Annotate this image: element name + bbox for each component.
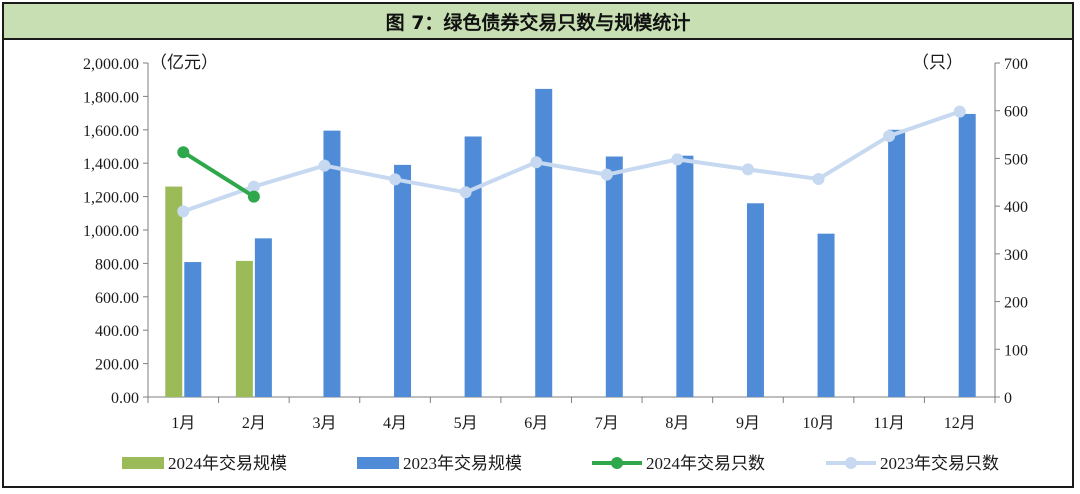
- x-axis-tick-label: 12月: [944, 415, 976, 432]
- right-axis-tick-label: 400: [1004, 199, 1028, 216]
- series-2023-count-point: [600, 168, 613, 181]
- series-2023-count-line: [182, 109, 961, 214]
- legend-label-2024-scale: 2024年交易规模: [168, 454, 287, 473]
- legend-swatch-2024-scale: [122, 457, 164, 469]
- left-axis-tick-label: 800.00: [95, 256, 139, 273]
- bar-2023-scale: [888, 129, 906, 398]
- left-axis-tick-label: 600.00: [95, 290, 139, 307]
- bar-2023-scale: [535, 88, 553, 397]
- bar-2023-scale: [676, 155, 694, 397]
- bar-2023-scale: [958, 113, 976, 397]
- x-axis-tick-label: 6月: [524, 415, 548, 432]
- bar-2023-scale: [323, 130, 341, 397]
- series-2023-count-point: [741, 163, 754, 176]
- right-axis-tick-label: 0: [1004, 390, 1012, 407]
- legend-label-2024-count: 2024年交易只数: [646, 454, 765, 473]
- series-2023-count-point: [953, 105, 966, 118]
- bar-2023-scale: [394, 164, 412, 397]
- x-axis-tick-label: 9月: [736, 415, 760, 432]
- legend-marker-2024-count: [611, 457, 623, 469]
- right-axis-tick-label: 600: [1004, 104, 1028, 121]
- x-axis-tick-label: 10月: [803, 415, 835, 432]
- x-axis-tick-label: 3月: [312, 415, 336, 432]
- series-2023-count-point: [247, 180, 260, 193]
- title-bar: 图 7：绿色债券交易只数与规模统计: [4, 4, 1072, 40]
- bar-2023-scale: [254, 238, 272, 397]
- legend-swatch-2023-scale: [357, 457, 399, 469]
- left-axis-tick-label: 400.00: [95, 323, 139, 340]
- x-axis-tick-label: 11月: [873, 415, 904, 432]
- series-2023-count-point: [883, 130, 896, 143]
- series-2024-count-line: [182, 150, 255, 199]
- right-axis-tick-label: 200: [1004, 295, 1028, 312]
- series-2023-count-point: [177, 205, 190, 218]
- legend-label-2023-count: 2023年交易只数: [880, 454, 999, 473]
- left-axis-tick-label: 1,000.00: [83, 223, 139, 240]
- bar-2023-scale: [464, 136, 482, 398]
- right-axis-tick-label: 300: [1004, 247, 1028, 264]
- x-axis-tick-label: 4月: [383, 415, 407, 432]
- right-axis-unit: （只）: [912, 53, 963, 73]
- right-axis-tick-label: 500: [1004, 151, 1028, 168]
- series-2023-count-point: [389, 173, 402, 186]
- series-2023-count-point: [318, 159, 331, 172]
- legend-marker-2023-count: [845, 457, 857, 469]
- left-axis-tick-label: 1,400.00: [83, 156, 139, 173]
- left-axis-tick-label: 1,200.00: [83, 190, 139, 207]
- series-2023-count-point: [459, 186, 472, 199]
- series-2023-count-point: [812, 172, 825, 185]
- series-2024-count-point: [177, 146, 190, 159]
- series-2024-count-point: [247, 190, 260, 203]
- left-axis-tick-label: 1,600.00: [83, 123, 139, 140]
- series-2023-count-point: [671, 153, 684, 166]
- bar-2023-scale: [184, 262, 202, 397]
- left-axis-tick-label: 200.00: [95, 357, 139, 374]
- bar-2023-scale: [817, 233, 835, 397]
- bar-2024-scale: [165, 186, 183, 397]
- left-axis-unit: （亿元）: [150, 53, 218, 73]
- chart-title: 图 7：绿色债券交易只数与规模统计: [385, 11, 691, 34]
- left-axis-tick-label: 2,000.00: [83, 56, 139, 73]
- x-axis-tick-label: 5月: [454, 415, 478, 432]
- bar-2024-scale: [235, 260, 253, 397]
- x-axis-tick-label: 8月: [665, 415, 689, 432]
- left-axis-tick-label: 1,800.00: [83, 89, 139, 106]
- left-axis-tick-label: 0.00: [111, 390, 139, 407]
- bar-2023-scale: [605, 156, 623, 397]
- x-axis-tick-label: 1月: [171, 415, 195, 432]
- x-axis-tick-label: 7月: [595, 415, 619, 432]
- right-axis-tick-label: 700: [1004, 56, 1028, 73]
- legend-label-2023-scale: 2023年交易规模: [403, 454, 522, 473]
- bar-2023-scale: [746, 203, 764, 397]
- right-axis-tick-label: 100: [1004, 342, 1028, 359]
- x-axis-tick-label: 2月: [242, 415, 266, 432]
- series-2023-count-point: [530, 156, 543, 169]
